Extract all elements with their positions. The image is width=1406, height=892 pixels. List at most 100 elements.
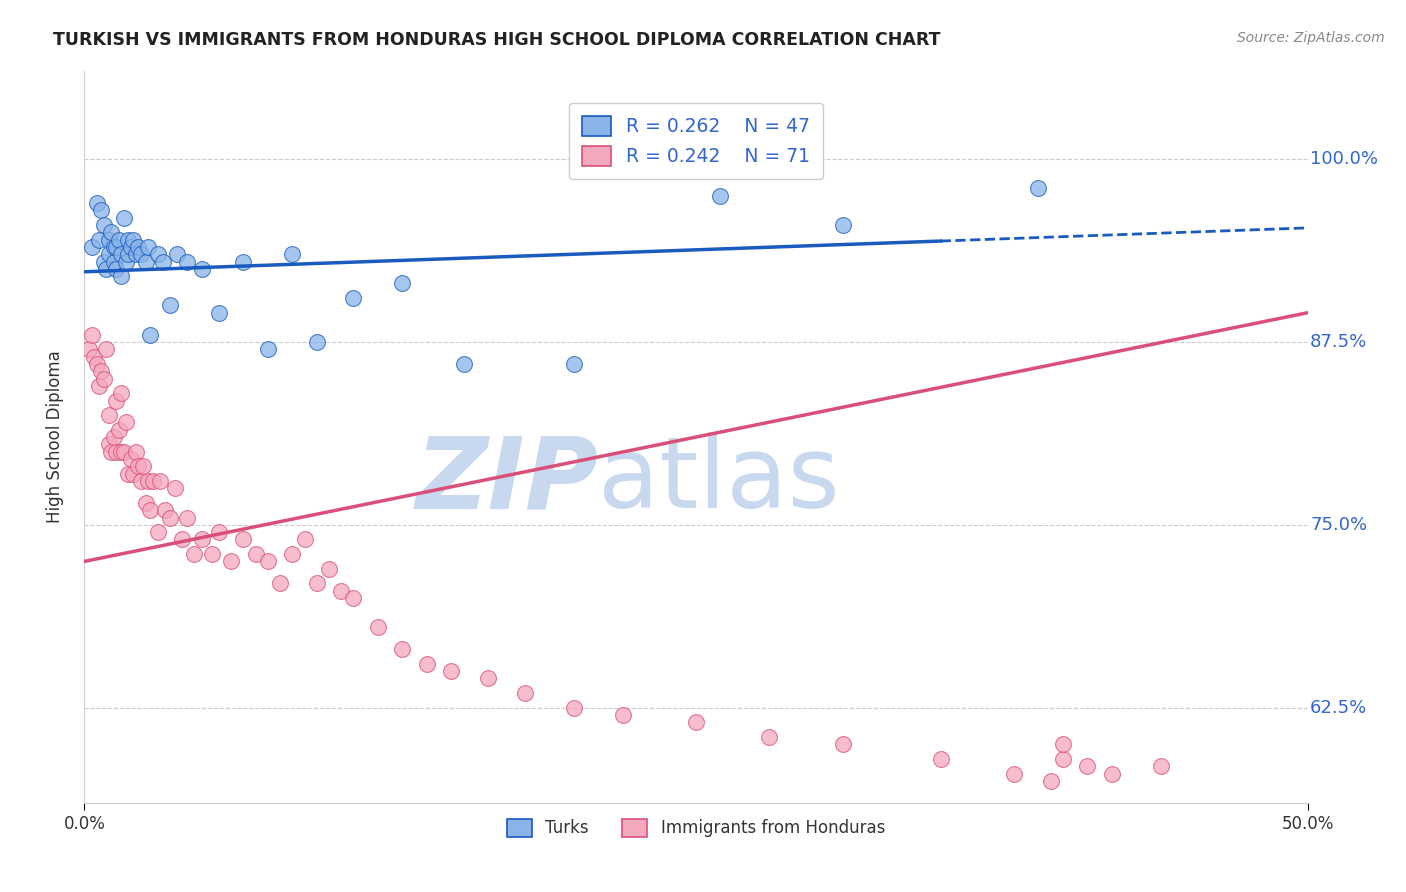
Point bbox=[90, 364, 112, 378]
Point bbox=[166, 247, 188, 261]
Point bbox=[149, 474, 172, 488]
Point bbox=[120, 452, 142, 467]
Point bbox=[142, 474, 165, 488]
Text: atlas: atlas bbox=[598, 433, 839, 530]
Point bbox=[391, 277, 413, 291]
Point bbox=[136, 240, 159, 254]
Text: TURKISH VS IMMIGRANTS FROM HONDURAS HIGH SCHOOL DIPLOMA CORRELATION CHART: TURKISH VS IMMIGRANTS FROM HONDURAS HIGH… bbox=[53, 31, 941, 49]
Legend: Turks, Immigrants from Honduras: Turks, Immigrants from Honduras bbox=[499, 810, 893, 846]
Point bbox=[342, 591, 364, 605]
Point bbox=[208, 306, 231, 320]
Point bbox=[115, 254, 138, 268]
Point bbox=[120, 240, 142, 254]
Point bbox=[562, 357, 585, 371]
Point bbox=[115, 416, 138, 430]
Point bbox=[146, 525, 169, 540]
Point bbox=[105, 444, 128, 458]
Point bbox=[367, 620, 389, 634]
Point bbox=[127, 459, 149, 474]
Point bbox=[318, 562, 340, 576]
Point bbox=[200, 547, 222, 561]
Point bbox=[103, 430, 125, 444]
Point bbox=[929, 752, 952, 766]
Point bbox=[612, 708, 634, 723]
Point bbox=[1150, 759, 1173, 773]
Point bbox=[191, 261, 214, 276]
Point bbox=[132, 459, 155, 474]
Point bbox=[453, 357, 475, 371]
Point bbox=[391, 642, 413, 657]
Point bbox=[112, 211, 135, 225]
Point bbox=[440, 664, 463, 678]
Point bbox=[117, 233, 139, 247]
Point bbox=[305, 334, 328, 349]
Point bbox=[97, 233, 120, 247]
Point bbox=[1052, 752, 1074, 766]
Point bbox=[219, 554, 242, 568]
Point bbox=[97, 408, 120, 422]
Point bbox=[562, 700, 585, 714]
Point bbox=[100, 225, 122, 239]
Point bbox=[103, 240, 125, 254]
Point bbox=[93, 254, 115, 268]
Point bbox=[305, 576, 328, 591]
Point bbox=[257, 554, 280, 568]
Point bbox=[513, 686, 536, 700]
Point bbox=[159, 510, 181, 524]
Point bbox=[93, 371, 115, 385]
Point bbox=[176, 510, 198, 524]
Point bbox=[758, 730, 780, 744]
Point bbox=[232, 254, 254, 268]
Text: 75.0%: 75.0% bbox=[1310, 516, 1367, 533]
Point bbox=[183, 547, 205, 561]
Point bbox=[80, 240, 103, 254]
Point bbox=[330, 583, 353, 598]
Point bbox=[191, 533, 214, 547]
Point bbox=[83, 350, 105, 364]
Point bbox=[110, 247, 132, 261]
Point bbox=[135, 254, 157, 268]
Point bbox=[477, 672, 499, 686]
Point bbox=[831, 737, 853, 751]
Text: Source: ZipAtlas.com: Source: ZipAtlas.com bbox=[1237, 31, 1385, 45]
Point bbox=[172, 533, 194, 547]
Point bbox=[97, 247, 120, 261]
Point bbox=[86, 196, 108, 211]
Point bbox=[129, 474, 152, 488]
Point bbox=[127, 240, 149, 254]
Text: 100.0%: 100.0% bbox=[1310, 150, 1378, 168]
Point bbox=[281, 247, 304, 261]
Point bbox=[1076, 759, 1098, 773]
Point bbox=[107, 233, 129, 247]
Point bbox=[87, 233, 110, 247]
Point bbox=[117, 467, 139, 481]
Point bbox=[97, 437, 120, 451]
Point bbox=[122, 467, 145, 481]
Point bbox=[105, 393, 128, 408]
Point bbox=[125, 247, 148, 261]
Point bbox=[176, 254, 198, 268]
Point bbox=[1101, 766, 1123, 780]
Point bbox=[709, 188, 731, 202]
Point bbox=[146, 247, 169, 261]
Point bbox=[93, 218, 115, 232]
Point bbox=[1039, 773, 1062, 788]
Point bbox=[208, 525, 231, 540]
Point bbox=[1002, 766, 1025, 780]
Point bbox=[103, 254, 125, 268]
Point bbox=[139, 503, 162, 517]
Point bbox=[100, 444, 122, 458]
Text: 62.5%: 62.5% bbox=[1310, 698, 1367, 716]
Point bbox=[122, 233, 145, 247]
Text: 87.5%: 87.5% bbox=[1310, 333, 1367, 351]
Point bbox=[125, 444, 148, 458]
Point bbox=[1028, 181, 1050, 195]
Point bbox=[257, 343, 280, 357]
Point bbox=[86, 357, 108, 371]
Point bbox=[90, 203, 112, 218]
Point bbox=[281, 547, 304, 561]
Point bbox=[80, 327, 103, 342]
Point bbox=[110, 269, 132, 284]
Point bbox=[136, 474, 159, 488]
Point bbox=[294, 533, 316, 547]
